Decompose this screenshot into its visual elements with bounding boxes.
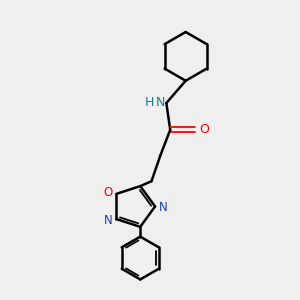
Text: N: N xyxy=(155,96,165,109)
Text: H: H xyxy=(145,96,154,109)
Text: N: N xyxy=(159,201,168,214)
Text: O: O xyxy=(199,123,209,136)
Text: N: N xyxy=(103,214,112,227)
Text: O: O xyxy=(103,186,112,199)
